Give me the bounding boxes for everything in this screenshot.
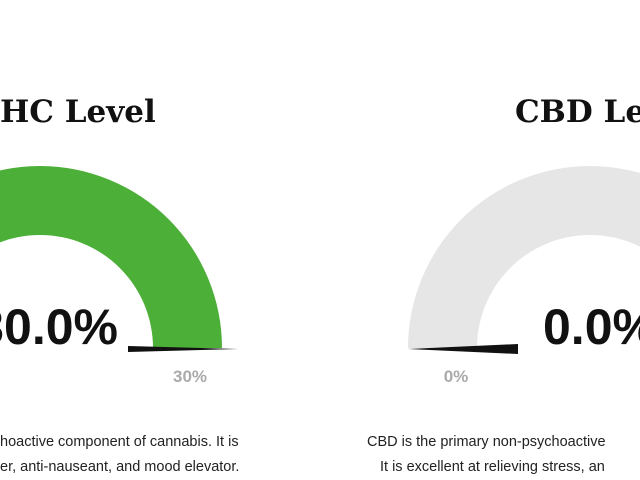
gauge-title: CBD Lev (515, 94, 640, 130)
description-line: CBD is the primary non-psychoactive (367, 434, 606, 450)
gauge-arc (0, 166, 222, 348)
description-line: It is excellent at relieving stress, an (380, 459, 605, 475)
scale-label: 30% (173, 367, 207, 386)
description-line: hoactive component of cannabis. It is (0, 434, 239, 450)
gauge-value: 30.0% (0, 299, 118, 355)
gauge-needle (128, 346, 238, 352)
gauge-needle (408, 344, 518, 354)
gauge-title: HC Level (0, 94, 156, 130)
gauge-arc (408, 166, 640, 348)
description-line: er, anti-nauseant, and mood elevator. (0, 459, 239, 475)
gauge-value: 0.0% (543, 299, 640, 355)
scale-label: 0% (444, 367, 469, 386)
